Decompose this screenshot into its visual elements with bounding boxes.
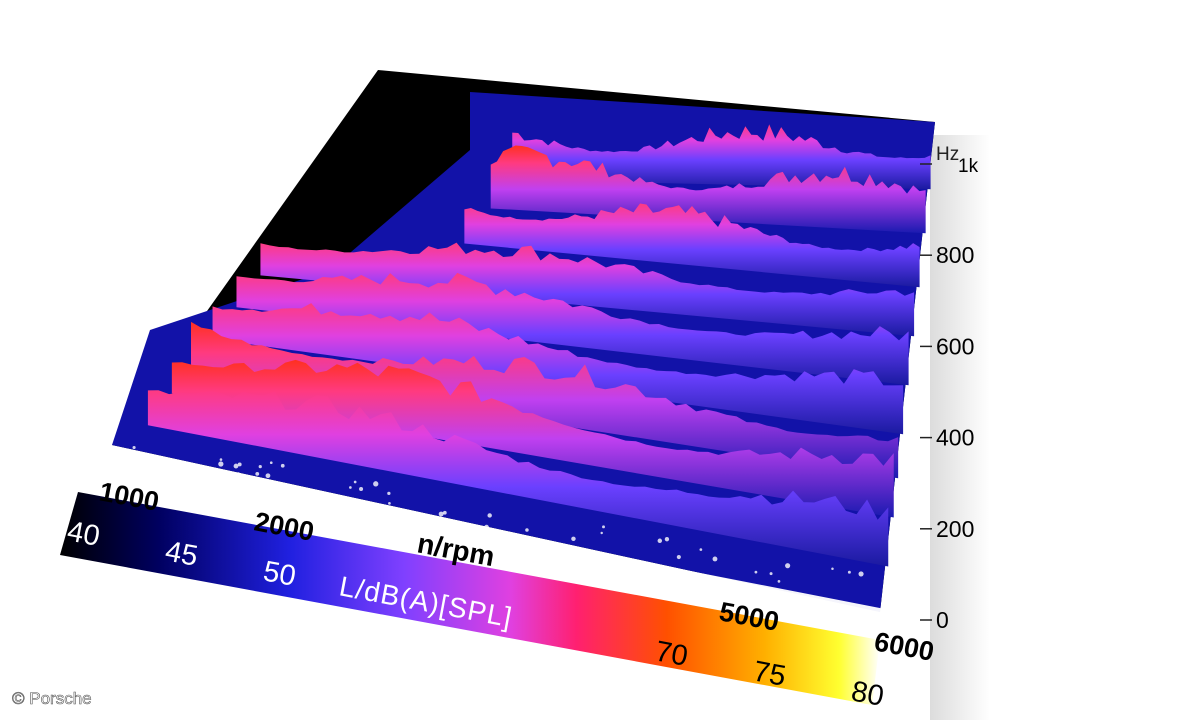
noise-speck	[602, 525, 605, 529]
y-tick-label: 400	[936, 425, 974, 451]
noise-speck	[255, 471, 260, 476]
noise-speck	[237, 462, 242, 467]
noise-speck	[236, 472, 241, 477]
x-tick-label: 6000	[872, 626, 937, 667]
spectrum-ridge	[236, 272, 909, 386]
noise-speck	[831, 567, 834, 570]
noise-speck	[847, 570, 851, 574]
hz-axis-label: Hz	[936, 144, 959, 165]
noise-speck	[484, 524, 489, 530]
hz-ticks: 0 200 400 600 800 1k	[920, 156, 979, 633]
y-tick-label: 600	[936, 333, 974, 359]
colorbar-tick-label: 75	[751, 655, 789, 692]
noise-speck	[664, 537, 670, 542]
y-tick-label: 0	[936, 607, 949, 633]
noise-speck	[349, 486, 352, 489]
spectrum-ridge	[191, 321, 899, 479]
noise-speck	[280, 463, 285, 468]
y-tick-label: 800	[936, 242, 974, 268]
colorbar-tick-label: 70	[653, 635, 691, 672]
noise-speck	[785, 563, 791, 569]
noise-speck	[487, 513, 492, 518]
noise-speck	[388, 502, 391, 505]
noise-speck	[269, 461, 273, 465]
colorbar	[60, 492, 880, 705]
hz-axis-wall	[930, 135, 990, 720]
noise-speck	[359, 487, 364, 492]
noise-speck	[600, 531, 603, 535]
y-tick-label: 1k	[958, 156, 979, 177]
spectrum-ridge	[212, 303, 904, 435]
noise-speck	[712, 556, 718, 562]
noise-speck	[387, 491, 391, 496]
noise-speck	[265, 473, 271, 479]
spectrum-ridge	[490, 145, 926, 234]
noise-speck	[657, 538, 663, 544]
rpm-axis-strip	[95, 455, 890, 636]
noise-speck	[353, 480, 357, 484]
noise-speck	[676, 554, 681, 560]
spectrum-ridge	[512, 124, 931, 190]
noise-speck	[145, 459, 150, 464]
colorbar-tick-label: 45	[163, 535, 201, 572]
noise-speck	[219, 458, 223, 461]
credit-text: © Porsche	[12, 689, 92, 708]
noise-speck	[699, 548, 703, 551]
noise-speck	[132, 445, 136, 450]
noise-speck	[777, 580, 781, 583]
noise-speck	[233, 463, 239, 469]
noise-speck	[218, 461, 224, 467]
colorbar-ticks: 40 45 50 70 75 80	[65, 515, 887, 712]
noise-speck	[442, 510, 447, 515]
spectrum-ridges	[147, 124, 931, 567]
spectrum-ridge	[260, 242, 915, 337]
noise-speck	[321, 491, 324, 494]
noise-specks	[132, 445, 864, 583]
spectrum-ridge	[464, 203, 920, 288]
noise-speck	[858, 571, 864, 577]
colorbar-tick-label: 50	[261, 555, 299, 592]
noise-speck	[525, 528, 529, 532]
colorbar-tick-label: 80	[849, 675, 887, 712]
noise-speck	[754, 570, 758, 574]
spectrum-ridge	[171, 359, 894, 518]
noise-speck	[571, 536, 576, 542]
spectrum-ridge	[147, 390, 889, 567]
noise-speck	[438, 511, 444, 517]
noise-speck	[258, 464, 262, 469]
noise-speck	[373, 481, 379, 487]
colorbar-tick-label: 40	[65, 515, 103, 552]
y-tick-label: 200	[936, 516, 974, 542]
noise-speck	[769, 572, 773, 576]
noise-speck	[177, 464, 182, 469]
